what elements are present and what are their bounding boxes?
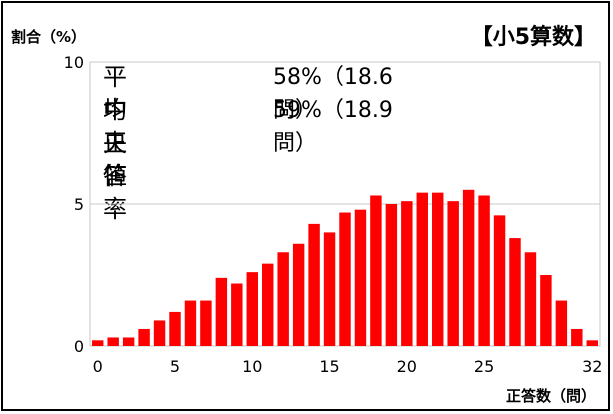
bar-10 — [246, 272, 258, 346]
median-value: 59%（18.9 問） — [273, 98, 393, 156]
bar-12 — [277, 252, 289, 346]
bar-18 — [370, 195, 382, 346]
bar-7 — [200, 300, 212, 346]
bar-8 — [215, 277, 228, 346]
x-tick-label-25: 25 — [474, 357, 494, 376]
bar-9 — [231, 283, 243, 346]
bar-2 — [122, 337, 135, 346]
bar-14 — [308, 223, 320, 346]
bar-29 — [540, 275, 552, 346]
bar-0 — [92, 340, 104, 346]
x-tick-label-15: 15 — [319, 357, 339, 376]
bar-19 — [385, 204, 398, 346]
x-tick-label-20: 20 — [397, 357, 417, 376]
bar-21 — [416, 192, 428, 346]
bar-5 — [169, 311, 181, 346]
y-axis-title: 割合（%） — [11, 28, 87, 46]
median-label: 中央値 — [103, 96, 127, 190]
x-tick-label-0: 0 — [93, 357, 103, 376]
bar-13 — [292, 243, 305, 346]
bar-26 — [493, 215, 506, 346]
x-axis-title: 正答数（問） — [505, 387, 596, 405]
bar-32 — [586, 340, 598, 346]
bar-22 — [432, 192, 444, 346]
bar-15 — [323, 232, 336, 346]
bar-17 — [354, 209, 367, 346]
y-tick-label-0: 0 — [74, 337, 84, 356]
bar-25 — [478, 195, 490, 346]
bar-3 — [138, 328, 150, 346]
bar-11 — [262, 263, 274, 346]
mean-label: 平均正答率 — [103, 63, 127, 223]
x-tick-label-10: 10 — [242, 357, 262, 376]
mean-value: 58%（18.6 問） — [273, 65, 393, 123]
y-tick-label-10: 10 — [64, 53, 84, 72]
bar-30 — [555, 300, 568, 346]
bar-1 — [107, 337, 119, 346]
bar-23 — [447, 201, 459, 346]
bar-24 — [462, 189, 475, 346]
chart-title: 【小5算数】 — [470, 25, 596, 50]
bar-4 — [153, 320, 166, 346]
x-tick-label-32: 32 — [582, 357, 602, 376]
bar-31 — [571, 328, 583, 346]
x-tick-label-5: 5 — [170, 357, 180, 376]
bar-6 — [184, 300, 197, 346]
bar-28 — [524, 252, 537, 346]
bar-27 — [509, 238, 521, 346]
bar-16 — [339, 212, 351, 346]
bar-20 — [401, 201, 413, 346]
y-tick-label-5: 5 — [74, 195, 84, 214]
